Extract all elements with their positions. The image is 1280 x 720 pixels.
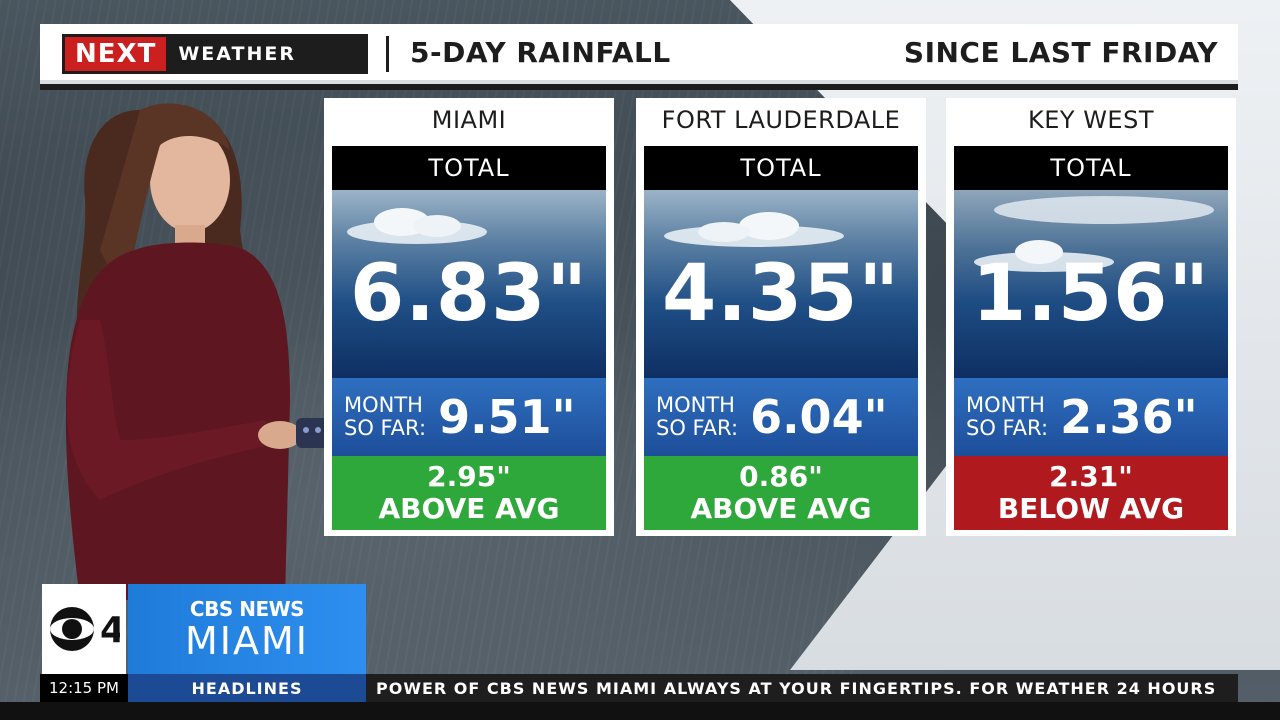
total-label: TOTAL [644, 146, 918, 190]
cloud-icon [347, 208, 487, 244]
header-subtitle: SINCE LAST FRIDAY [903, 36, 1218, 69]
total-rainfall-value: 6.83" [349, 249, 589, 339]
news-ticker: 12:15 PM HEADLINES POWER OF CBS NEWS MIA… [40, 674, 1238, 702]
sky-panel: 4.35" [644, 190, 918, 378]
bottom-strip [0, 702, 1280, 720]
month-label: MONTH SO FAR: [966, 394, 1048, 440]
presenter-image [65, 103, 330, 600]
cloud-icon [664, 212, 844, 247]
month-label-line2: SO FAR: [966, 416, 1049, 440]
station-brand: CBS NEWS MIAMI [128, 584, 366, 674]
brand-next: NEXT [65, 37, 167, 71]
header-title: 5-DAY RAINFALL [410, 36, 671, 69]
month-so-far-value: 9.51" [438, 390, 576, 444]
cloud-icon [974, 196, 1214, 272]
month-label-line2: SO FAR: [656, 416, 739, 440]
avg-status-box: 0.86" ABOVE AVG [644, 456, 918, 530]
month-so-far-row: MONTH SO FAR: 9.51" [332, 378, 606, 456]
month-label-line1: MONTH [344, 393, 423, 417]
city-card-fort-lauderdale: FORT LAUDERDALE TOTAL 4.35" MONTH SO FAR… [636, 98, 926, 536]
month-label: MONTH SO FAR: [344, 394, 426, 440]
header-divider [386, 36, 389, 72]
month-so-far-row: MONTH SO FAR: 2.36" [954, 378, 1228, 456]
station-city: MIAMI [185, 619, 309, 663]
card-body: TOTAL 1.56" MONTH SO FAR: 2.36" 2.31" BE… [954, 146, 1228, 530]
brand-weather: WEATHER [178, 43, 296, 65]
total-rainfall-value: 4.35" [661, 249, 901, 339]
avg-status-label: ABOVE AVG [378, 492, 560, 525]
avg-status-box: 2.31" BELOW AVG [954, 456, 1228, 530]
avg-status-box: 2.95" ABOVE AVG [332, 456, 606, 530]
avg-status-label: ABOVE AVG [690, 492, 872, 525]
city-name: KEY WEST [1028, 106, 1154, 134]
sky-panel: 6.83" [332, 190, 606, 378]
brand-logo: NEXT WEATHER [62, 34, 368, 74]
month-so-far-value: 2.36" [1060, 390, 1198, 444]
city-card-miami: MIAMI TOTAL 6.83" MONTH SO FAR: 9.51" 2.… [324, 98, 614, 536]
month-label-line2: SO FAR: [344, 416, 427, 440]
total-label: TOTAL [332, 146, 606, 190]
avg-status-label: BELOW AVG [997, 492, 1185, 525]
cbs-eye-icon: 4 [50, 607, 120, 651]
card-body: TOTAL 6.83" MONTH SO FAR: 9.51" 2.95" AB… [332, 146, 606, 530]
month-label: MONTH SO FAR: [656, 394, 738, 440]
total-rainfall-value: 1.56" [971, 249, 1211, 339]
month-label-line1: MONTH [656, 393, 735, 417]
avg-difference: 0.86" [739, 460, 823, 493]
sky-panel: 1.56" [954, 190, 1228, 378]
avg-difference: 2.95" [427, 460, 511, 493]
month-so-far-value: 6.04" [750, 390, 888, 444]
card-body: TOTAL 4.35" MONTH SO FAR: 6.04" 0.86" AB… [644, 146, 918, 530]
month-so-far-row: MONTH SO FAR: 6.04" [644, 378, 918, 456]
month-label-line1: MONTH [966, 393, 1045, 417]
ticker-label: HEADLINES [128, 674, 366, 702]
cbs4-logo: 4 [42, 584, 126, 674]
header-underline [40, 84, 1238, 90]
city-name: FORT LAUDERDALE [661, 106, 901, 134]
city-name: MIAMI [431, 106, 507, 134]
channel-number: 4 [100, 610, 120, 651]
avg-difference: 2.31" [1049, 460, 1133, 493]
ticker-time: 12:15 PM [40, 674, 128, 702]
header-bar: NEXT WEATHER 5-DAY RAINFALL SINCE LAST F… [40, 24, 1238, 84]
city-card-key-west: KEY WEST TOTAL 1.56" MONTH SO FAR: 2.36"… [946, 98, 1236, 536]
total-label: TOTAL [954, 146, 1228, 190]
ticker-text: POWER OF CBS NEWS MIAMI ALWAYS AT YOUR F… [376, 678, 1217, 698]
station-network: CBS NEWS [189, 597, 305, 621]
